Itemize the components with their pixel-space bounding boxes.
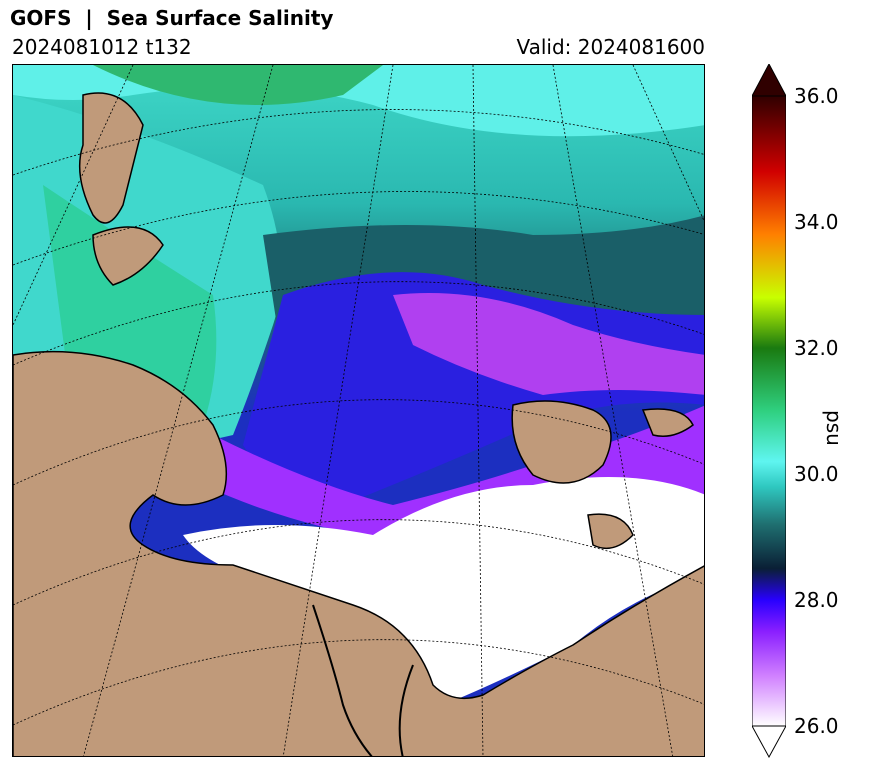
fresh-water-area (183, 477, 704, 705)
salinity-map (12, 64, 705, 757)
severnaya-zemlya-island (511, 400, 612, 484)
map-canvas (13, 65, 704, 756)
colorbar-min-arrow (751, 725, 787, 759)
river (312, 604, 373, 756)
colorbar-tick: 28.0 (794, 588, 839, 612)
colorbar-tick: 34.0 (794, 210, 839, 234)
colorbar-unit-label: psu (822, 410, 846, 446)
green-plume (93, 65, 383, 105)
mainland (13, 350, 704, 756)
colorbar-tick: 26.0 (794, 714, 839, 738)
small-island (641, 408, 694, 437)
small-island (587, 513, 634, 550)
purple-core (393, 293, 704, 395)
colorbar-tick: 32.0 (794, 336, 839, 360)
colorbar (751, 62, 787, 759)
svalbard-island (78, 92, 144, 224)
colorbar-svg (751, 62, 787, 759)
colorbar-tick: 36.0 (794, 84, 839, 108)
run-label: 2024081012 t132 (12, 35, 192, 59)
valid-time-label: Valid: 2024081600 (516, 35, 705, 59)
colorbar-gradient (751, 95, 787, 727)
map-title: GOFS | Sea Surface Salinity (10, 6, 334, 30)
river (398, 664, 414, 756)
graticule (13, 65, 704, 756)
colorbar-tick: 30.0 (794, 462, 839, 486)
colorbar-max-arrow (751, 62, 787, 97)
